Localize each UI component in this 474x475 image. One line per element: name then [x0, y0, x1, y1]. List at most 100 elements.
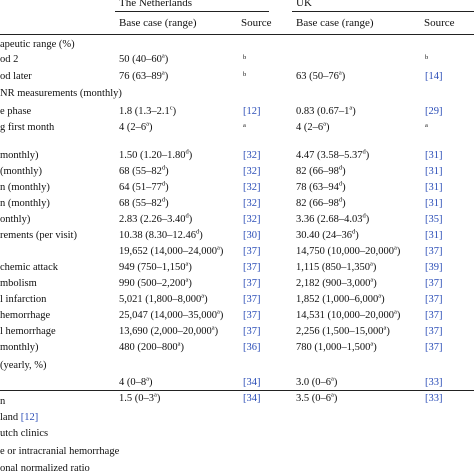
value-footnote-marker: a [370, 276, 374, 284]
row-label: monthly) [0, 150, 39, 161]
value-text: 949 (750–1,150 [119, 262, 186, 273]
value-footnote-marker: a [331, 375, 334, 383]
uk-source[interactable]: [37] [425, 342, 443, 353]
uk-value: 63 (50–76a) [296, 69, 345, 83]
uk-value: 1,115 (850–1,350a) [296, 261, 377, 274]
uk-source[interactable]: [39] [425, 262, 443, 273]
nl-value: 68 (55–82d) [119, 164, 169, 178]
footnote-ref-link[interactable]: [12] [20, 412, 39, 423]
uk-source[interactable]: [14] [425, 71, 443, 82]
value-close: ) [381, 294, 385, 305]
value-text: 5,021 (1,800–8,000 [119, 294, 202, 305]
value-footnote-marker: a [338, 69, 342, 77]
uk-value: 3.5 (0–6a) [296, 392, 338, 405]
value-close: ) [326, 122, 330, 133]
value-footnote-marker: a [349, 104, 353, 112]
value-footnote-marker: a [161, 52, 165, 60]
value-text: 19,652 (14,000–24,000 [119, 246, 217, 257]
uk-source[interactable]: [31] [425, 198, 443, 209]
value-text: 1.5 (0–3 [119, 393, 154, 404]
uk-source[interactable]: [37] [425, 310, 443, 321]
value-footnote-marker: a [177, 340, 181, 348]
uk-source[interactable]: [31] [425, 230, 443, 241]
nl-source[interactable]: [32] [243, 166, 261, 177]
row-label: apeutic range (%) [0, 39, 75, 50]
value-close: ) [352, 106, 356, 117]
uk-value: 14,531 (10,000–20,000a) [296, 309, 401, 322]
nl-source[interactable]: [37] [243, 294, 261, 305]
nl-value: 76 (63–89a) [119, 70, 168, 83]
uk-value: 0.83 (0.67–1a) [296, 104, 356, 118]
row-label: n (monthly) [0, 182, 50, 193]
nl-value: 4 (0–8a) [119, 376, 153, 389]
footnote-text: onal normalized ratio [0, 463, 90, 474]
nl-source[interactable]: [37] [243, 326, 261, 337]
uk-source[interactable]: [29] [425, 106, 443, 117]
uk-source[interactable]: [33] [425, 377, 443, 388]
value-text: 3.5 (0–6 [296, 393, 331, 404]
value-close: ) [165, 166, 169, 177]
uk-value: 4 (2–6a) [296, 121, 330, 134]
nl-source[interactable]: [34] [243, 393, 261, 404]
value-footnote-marker: a [378, 292, 382, 300]
nl-source[interactable]: [12] [243, 106, 261, 117]
value-close: ) [149, 377, 153, 388]
row-label: NR measurements (monthly) [0, 88, 122, 99]
value-text: 2,182 (900–3,000 [296, 278, 371, 289]
nl-source[interactable]: [32] [243, 150, 261, 161]
nl-source[interactable]: [34] [243, 377, 261, 388]
uk-source[interactable]: [37] [425, 326, 443, 337]
uk-source: b [425, 54, 429, 61]
uk-source[interactable]: [37] [425, 278, 443, 289]
value-close: ) [188, 262, 192, 273]
nl-source[interactable]: [37] [243, 278, 261, 289]
uk-source[interactable]: [31] [425, 150, 443, 161]
value-close: ) [372, 262, 377, 273]
row-label: onthly) [0, 214, 31, 225]
nl-source[interactable]: [37] [243, 246, 261, 257]
value-close: ) [373, 342, 377, 353]
uk-source[interactable]: [31] [425, 182, 443, 193]
header-base-case-uk: Base case (range) [296, 17, 374, 29]
uk-value: 2,182 (900–3,000a) [296, 276, 377, 290]
nl-source[interactable]: [32] [243, 182, 261, 193]
nl-value: 64 (51–77d) [119, 181, 169, 194]
value-text: 780 (1,000–1,500 [296, 342, 371, 353]
value-footnote-marker: d [161, 164, 166, 172]
row-label: n (monthly) [0, 198, 50, 209]
nl-source[interactable]: [32] [243, 198, 261, 209]
row-label: chemic attack [0, 262, 59, 273]
value-text: 82 (66–98 [296, 198, 339, 209]
nl-source[interactable]: [30] [243, 230, 261, 241]
value-footnote-marker: a [185, 260, 189, 268]
nl-source[interactable]: [37] [243, 262, 261, 273]
value-text: 480 (200–800 [119, 342, 178, 353]
value-text: 82 (66–98 [296, 166, 339, 177]
value-close: ) [342, 166, 346, 177]
uk-source[interactable]: [35] [425, 214, 443, 225]
value-close: ) [188, 150, 193, 161]
value-close: ) [396, 310, 401, 321]
row-label: g first month [0, 122, 55, 133]
uk-value: 2,256 (1,500–15,000a) [296, 325, 390, 338]
uk-source[interactable]: [37] [425, 294, 443, 305]
uk-source[interactable]: [37] [425, 246, 443, 257]
nl-source[interactable]: [37] [243, 310, 261, 321]
value-text: 25,047 (14,000–35,000 [119, 310, 217, 321]
footnote-line: land [12] [0, 412, 38, 424]
nl-value: 19,652 (14,000–24,000a) [119, 245, 223, 258]
nl-value: 2.83 (2.26–3.40d) [119, 213, 193, 226]
value-text: 50 (40–60 [119, 54, 162, 65]
uk-source[interactable]: [31] [425, 166, 443, 177]
uk-source[interactable]: [33] [425, 393, 443, 404]
value-footnote-marker: a [185, 276, 189, 284]
value-close: ) [342, 198, 346, 209]
uk-source: a [425, 122, 428, 129]
value-close: ) [333, 393, 338, 404]
value-footnote-marker: a [370, 340, 374, 348]
nl-source[interactable]: [36] [243, 342, 261, 353]
nl-source[interactable]: [32] [243, 214, 261, 225]
value-close: ) [188, 214, 193, 225]
value-close: ) [386, 326, 390, 337]
footnote-text: land [0, 412, 21, 423]
